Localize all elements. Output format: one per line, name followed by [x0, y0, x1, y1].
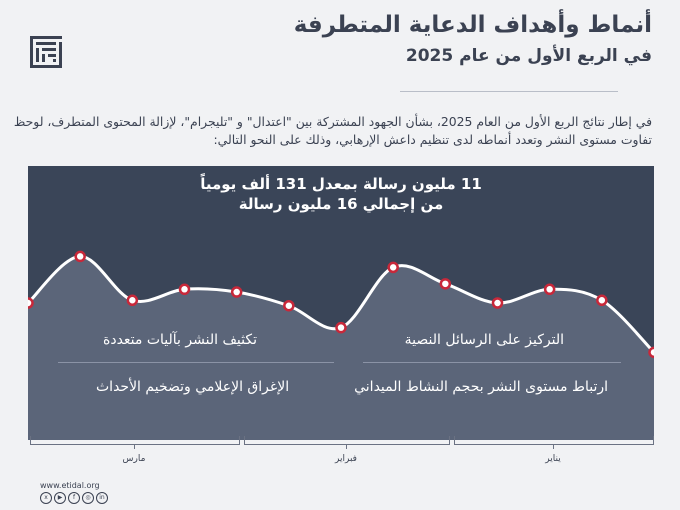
facebook-icon[interactable]: f	[68, 492, 80, 504]
month-january: يناير	[545, 454, 561, 464]
activity-line-chart	[28, 166, 654, 440]
data-point-0	[28, 297, 34, 309]
bracket-february	[244, 436, 450, 445]
month-timeline: يناير فبراير مارس	[28, 436, 654, 466]
intro-paragraph: في إطار نتائج الربع الأول من العام 2025،…	[13, 114, 652, 147]
data-point-2	[126, 294, 139, 307]
linkedin-icon[interactable]: in	[96, 492, 108, 504]
data-point-12	[648, 346, 654, 359]
data-point-9	[491, 297, 504, 309]
youtube-icon[interactable]: ▶	[54, 492, 66, 504]
instagram-icon[interactable]: ◎	[82, 492, 94, 504]
tick-march	[134, 444, 135, 449]
bracket-january	[454, 436, 654, 445]
page-title: أنماط وأهداف الدعاية المتطرفة	[293, 12, 652, 38]
data-point-5	[283, 299, 295, 312]
social-icons: x ▶ f ◎ in	[40, 492, 108, 504]
separator-right	[363, 362, 621, 363]
data-point-7	[387, 261, 399, 274]
data-point-11	[596, 294, 608, 307]
bracket-march	[30, 436, 240, 445]
stats-line-1: 11 مليون رسالة بمعدل 131 ألف يومياً	[200, 175, 482, 193]
month-march: مارس	[122, 454, 146, 464]
chart-area-fill	[28, 256, 654, 440]
tick-february	[346, 444, 347, 449]
x-icon[interactable]: x	[40, 492, 52, 504]
pattern-multi-mechanisms: تكثيف النشر بآليات متعددة	[103, 332, 258, 348]
data-point-6	[335, 321, 347, 334]
website-link[interactable]: www.etidal.org	[40, 481, 100, 490]
title-divider	[400, 91, 618, 92]
data-point-1	[74, 250, 86, 263]
month-february: فبراير	[335, 454, 357, 464]
pattern-field-activity: ارتباط مستوى النشر بحجم النشاط الميداني	[354, 379, 608, 395]
separator-left	[58, 362, 334, 363]
pattern-text-messages: التركيز على الرسائل النصية	[404, 332, 564, 348]
data-point-3	[178, 283, 191, 296]
etidal-logo-icon	[30, 36, 62, 68]
pattern-media-flooding: الإغراق الإعلامي وتضخيم الأحداث	[96, 379, 290, 395]
data-point-8	[439, 278, 452, 290]
tick-january	[553, 444, 554, 449]
data-point-4	[230, 286, 243, 298]
activity-chart: 11 مليون رسالة بمعدل 131 ألف يومياً من إ…	[28, 166, 654, 440]
data-point-10	[543, 283, 556, 296]
stats-summary: 11 مليون رسالة بمعدل 131 ألف يومياً من إ…	[28, 174, 654, 214]
stats-line-2: من إجمالي 16 مليون رسالة	[238, 195, 444, 213]
page-subtitle: في الربع الأول من عام 2025	[405, 46, 652, 66]
